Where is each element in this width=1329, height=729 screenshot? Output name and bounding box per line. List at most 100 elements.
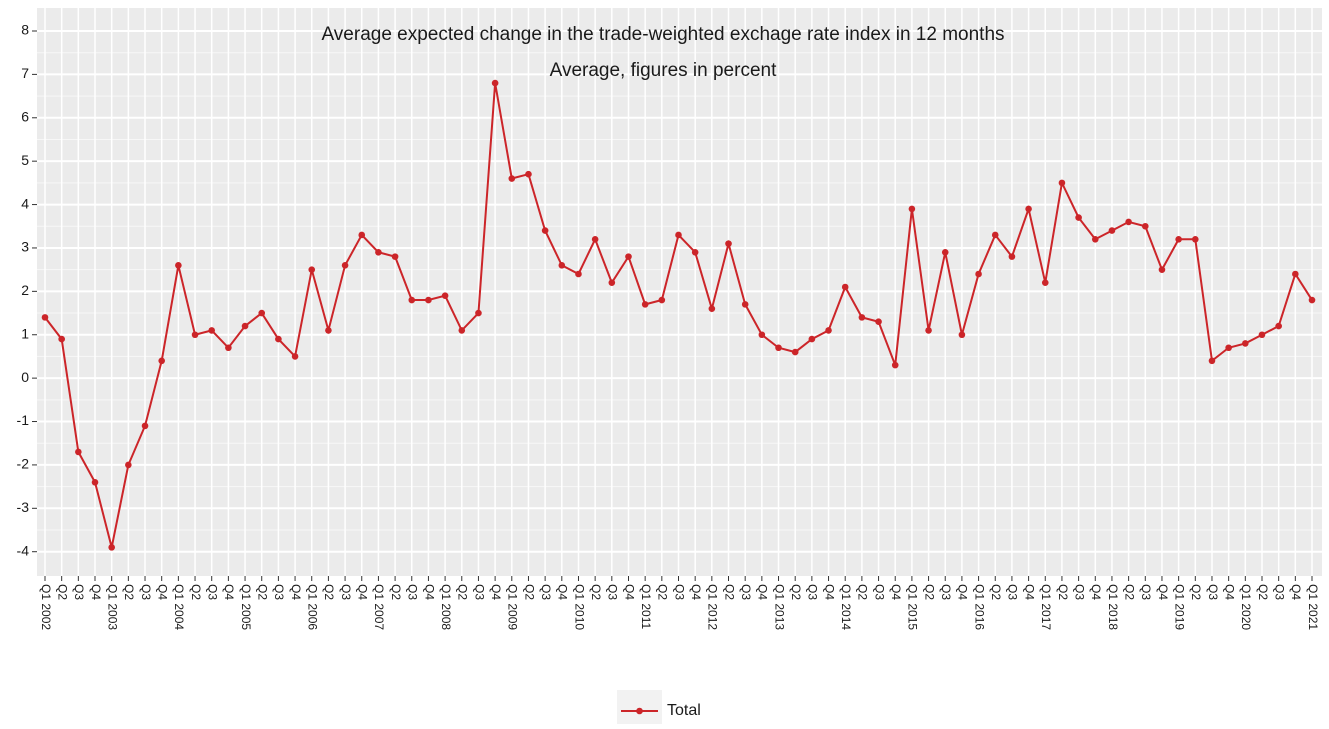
data-point (525, 170, 532, 178)
x-tick-label: Q2 (389, 584, 403, 600)
x-tick-label: Q2 (589, 584, 603, 600)
x-tick-label: Q1 2015 (906, 584, 920, 630)
data-point (958, 331, 966, 339)
data-point (941, 248, 949, 256)
data-point (75, 448, 82, 456)
x-tick-label: Q4 (422, 584, 436, 600)
x-tick-label: Q1 2004 (172, 584, 186, 630)
x-tick-label: Q2 (1256, 584, 1270, 600)
x-tick-label: Q1 2003 (106, 584, 120, 630)
y-tick-label: 4 (21, 195, 29, 211)
data-point (1025, 205, 1032, 213)
x-tick-label: Q4 (289, 584, 303, 600)
y-tick-label: 7 (21, 65, 29, 81)
x-tick-label: Q1 2014 (839, 584, 853, 630)
x-tick-label: Q2 (856, 584, 870, 600)
data-point (508, 175, 516, 182)
x-tick-label: Q3 (872, 584, 886, 600)
x-tick-label: Q3 (339, 584, 353, 600)
x-tick-label: Q2 (322, 584, 336, 600)
data-point (975, 270, 982, 278)
data-point (1075, 214, 1082, 221)
data-point (158, 357, 165, 365)
x-tick-label: Q1 2019 (1172, 584, 1186, 630)
marks (41, 79, 1316, 551)
data-point (475, 309, 482, 317)
data-point (175, 262, 182, 269)
data-point (1158, 266, 1166, 273)
data-point (758, 331, 766, 339)
data-point (908, 205, 916, 213)
data-point (991, 231, 999, 239)
x-tick-label: Q1 2010 (572, 584, 586, 630)
data-point (691, 248, 699, 256)
x-tick-label: Q1 2016 (972, 584, 986, 630)
x-tick-label: Q4 (1022, 584, 1036, 600)
data-point (1275, 322, 1282, 330)
data-point (1208, 357, 1216, 365)
x-tick-label: Q1 2006 (306, 584, 320, 630)
x-tick-label: Q2 (656, 584, 670, 600)
data-point (1225, 344, 1232, 352)
x-tick-label: Q2 (722, 584, 736, 600)
y-tick-label: 3 (21, 239, 29, 255)
data-point (1242, 340, 1249, 347)
data-point (608, 279, 616, 286)
y-tick-label: 6 (21, 108, 29, 124)
x-tick-label: Q2 (1056, 584, 1070, 600)
x-tick-label: Q4 (222, 584, 236, 600)
data-point (675, 231, 682, 239)
x-tick-label: Q3 (1206, 584, 1220, 600)
y-tick-label: 0 (21, 369, 29, 385)
data-point (1108, 227, 1116, 234)
data-point (575, 270, 582, 278)
x-tick-label: Q4 (1156, 584, 1170, 600)
data-point (708, 305, 716, 313)
data-point (391, 253, 399, 260)
data-point (541, 227, 549, 234)
legend-dot (636, 707, 643, 715)
data-point (108, 544, 115, 551)
x-tick-label: Q3 (1139, 584, 1153, 600)
x-tick-label: Q1 2013 (772, 584, 786, 630)
x-tick-label: Q3 (539, 584, 553, 600)
data-point (308, 266, 316, 273)
data-point (1141, 222, 1149, 230)
x-tick-label: Q2 (522, 584, 536, 600)
data-point (58, 335, 65, 343)
data-point (1091, 235, 1099, 243)
data-point (241, 322, 249, 330)
x-tick-label: Q1 2005 (239, 584, 253, 630)
data-point (1308, 296, 1316, 304)
x-tick-label: Q4 (156, 584, 170, 600)
x-tick-label: Q4 (89, 584, 103, 600)
data-point (325, 327, 332, 334)
x-tick-label: Q4 (356, 584, 370, 600)
data-point (41, 314, 49, 321)
data-point (1175, 235, 1182, 243)
data-point (458, 327, 466, 334)
data-point (875, 318, 882, 326)
data-point (191, 331, 199, 339)
data-point (925, 327, 932, 334)
x-tick-label: Q2 (789, 584, 803, 600)
data-point (641, 301, 649, 308)
x-tick-label: Q4 (956, 584, 970, 600)
x-tick-label: Q2 (122, 584, 136, 600)
x-tick-label: Q3 (72, 584, 86, 600)
data-point (1008, 253, 1016, 260)
data-point (1192, 235, 1199, 243)
data-point (1125, 218, 1132, 226)
x-tick-label: Q1 2021 (1306, 584, 1320, 630)
data-point (591, 235, 599, 243)
data-point (1258, 331, 1266, 339)
x-tick-label: Q4 (822, 584, 836, 600)
x-tick-label: Q1 2008 (439, 584, 453, 630)
data-point (558, 262, 566, 269)
data-point (91, 478, 99, 486)
chart-title: Average expected change in the trade-wei… (321, 24, 1004, 45)
x-tick-label: Q3 (206, 584, 220, 600)
x-tick-label: Q1 2011 (639, 584, 653, 629)
x-tick-label: Q2 (922, 584, 936, 600)
